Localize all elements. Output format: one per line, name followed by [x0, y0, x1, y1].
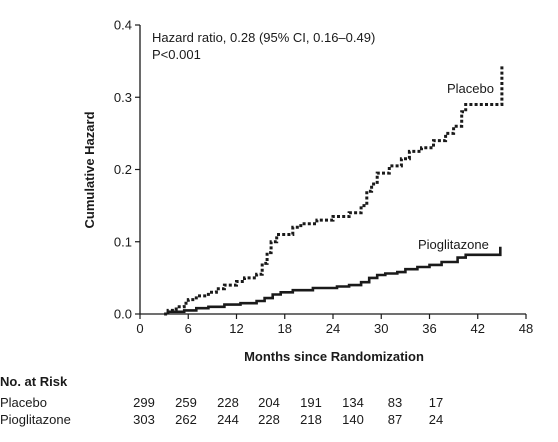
y-tick-label: 0.3 — [114, 90, 132, 105]
risk-cell: 228 — [258, 412, 280, 427]
risk-cell: 303 — [133, 412, 155, 427]
placebo-series-label: Placebo — [447, 81, 494, 96]
cumulative-hazard-chart: 0 6 12 18 24 30 36 42 48 0.0 0.1 0.2 0.3 0.4 Hazard r… — [82, 18, 533, 365]
risk-row-label: Pioglitazone — [0, 412, 71, 427]
axes — [139, 25, 526, 315]
risk-cell: 83 — [387, 395, 403, 410]
x-tick-label: 24 — [326, 321, 340, 336]
ticks: 0 6 12 18 24 30 36 42 48 0.0 0.1 0.2 0.3 0.4 — [114, 18, 533, 337]
placebo-curve — [164, 64, 504, 316]
risk-table-title: No. at Risk — [0, 374, 68, 389]
p-value-annotation: P<0.001 — [152, 47, 201, 62]
y-tick-label: 0.1 — [114, 234, 132, 249]
risk-cell: 24 — [428, 412, 444, 427]
y-tick-label: 0.4 — [114, 18, 132, 33]
pioglitazone-series-label: Pioglitazone — [418, 237, 489, 252]
y-axis-label: Cumulative Hazard — [82, 111, 97, 228]
risk-cell: 299 — [133, 395, 155, 410]
risk-cell: 259 — [175, 395, 197, 410]
risk-cell: 204 — [258, 395, 280, 410]
risk-cell: 262 — [175, 412, 197, 427]
risk-cell: 228 — [217, 395, 239, 410]
x-tick-label: 30 — [374, 321, 388, 336]
x-tick-label: 12 — [229, 321, 243, 336]
x-tick-label: 42 — [471, 321, 485, 336]
risk-cell: 134 — [342, 395, 364, 410]
risk-cell: 244 — [217, 412, 239, 427]
series-group — [164, 64, 504, 316]
x-tick-label: 36 — [422, 321, 436, 336]
x-tick-label: 48 — [519, 321, 533, 336]
risk-cell: 140 — [342, 412, 364, 427]
risk-cell: 87 — [387, 412, 403, 427]
x-tick-label: 0 — [136, 321, 143, 336]
y-tick-label: 0.2 — [114, 162, 132, 177]
x-axis-label: Months since Randomization — [244, 349, 424, 364]
risk-cell: 17 — [428, 395, 444, 410]
hazard-ratio-annotation: Hazard ratio, 0.28 (95% CI, 0.16–0.49) — [152, 30, 375, 45]
x-tick-label: 18 — [278, 321, 292, 336]
risk-row-label: Placebo — [0, 395, 47, 410]
risk-cell: 218 — [300, 412, 322, 427]
y-tick-label: 0.0 — [114, 307, 132, 322]
risk-cell: 191 — [300, 395, 322, 410]
x-tick-label: 6 — [185, 321, 192, 336]
pioglitazone-curve — [166, 246, 502, 314]
